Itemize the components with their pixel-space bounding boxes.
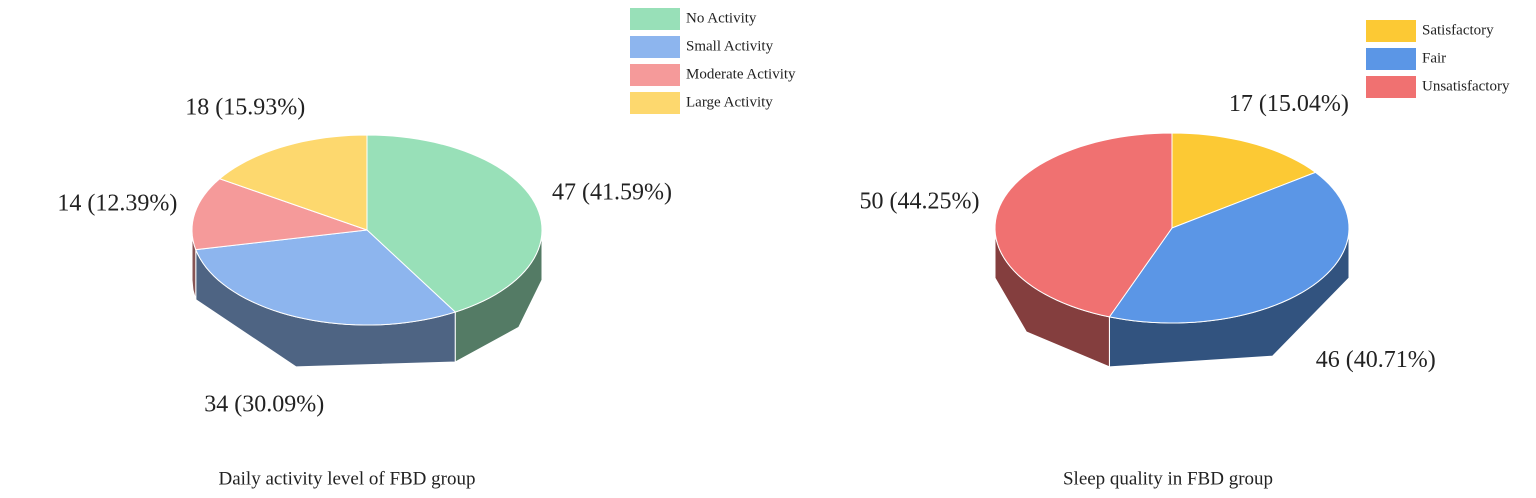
legend-swatch — [630, 36, 680, 58]
legend-label: Moderate Activity — [686, 66, 796, 82]
legend-swatch — [630, 64, 680, 86]
data-label: 17 (15.04%) — [1229, 91, 1349, 117]
data-label: 47 (41.59%) — [552, 180, 672, 206]
slice — [1108, 171, 1350, 324]
legend-label: Large Activity — [686, 94, 773, 110]
data-label: 34 (30.09%) — [204, 391, 324, 417]
data-label: 50 (44.25%) — [860, 189, 980, 215]
legend-label: Fair — [1422, 50, 1446, 66]
legend-label: No Activity — [686, 10, 757, 26]
data-label: 18 (15.93%) — [185, 95, 305, 121]
chart-title: Daily activity level of FBD group — [219, 468, 476, 489]
legend-label: Unsatisfactory — [1422, 78, 1510, 94]
chart-title: Sleep quality in FBD group — [1063, 468, 1273, 489]
legend-swatch — [630, 8, 680, 30]
slice — [218, 134, 368, 231]
slice — [191, 178, 368, 251]
slice — [994, 132, 1173, 318]
slice — [1171, 132, 1317, 229]
legend-swatch — [630, 92, 680, 114]
legend-label: Satisfactory — [1422, 22, 1494, 38]
legend-swatch — [1366, 20, 1416, 42]
data-label: 46 (40.71%) — [1316, 347, 1436, 373]
legend-label: Small Activity — [686, 38, 774, 54]
slice — [195, 229, 457, 326]
data-label: 14 (12.39%) — [57, 191, 177, 217]
slice — [366, 134, 543, 313]
legend-swatch — [1366, 76, 1416, 98]
legend-swatch — [1366, 48, 1416, 70]
